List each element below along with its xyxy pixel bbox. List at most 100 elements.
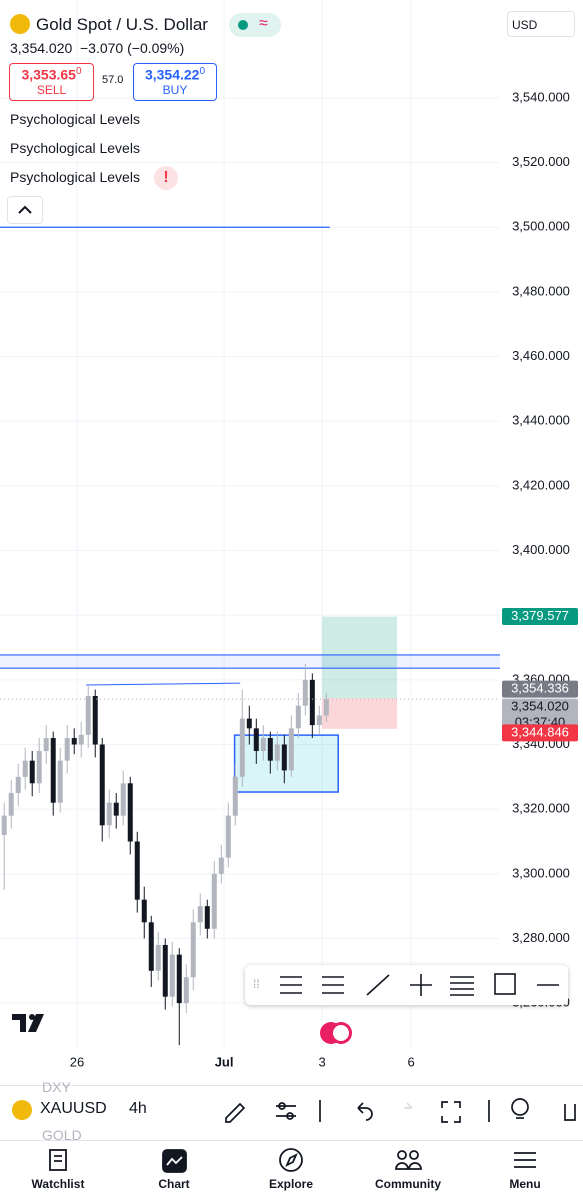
- bottom-toolbar: DXY XAUUSD 4h GOLD: [0, 1079, 583, 1143]
- candle-body: [260, 738, 266, 751]
- nav-item[interactable]: Community: [375, 1177, 441, 1191]
- y-tick-label: 3,440.000: [512, 413, 570, 428]
- target-zone: [322, 616, 398, 699]
- candle-body: [64, 738, 70, 761]
- candle-body: [309, 679, 315, 726]
- candle-body: [85, 696, 91, 735]
- spread: 57.0: [102, 74, 124, 86]
- nav-item[interactable]: Explore: [268, 1177, 313, 1191]
- candle-body: [281, 744, 287, 771]
- candle-body: [120, 783, 126, 816]
- nav-item[interactable]: Menu: [509, 1177, 541, 1191]
- y-tick-label: 3,500.000: [512, 219, 570, 234]
- candle-body: [148, 922, 154, 971]
- sell-price: 3,353.65: [21, 66, 76, 83]
- svg-text:⁞⁞: ⁞⁞: [253, 977, 260, 991]
- price-label: 3,354.336: [511, 681, 569, 696]
- candle-body: [274, 744, 280, 761]
- y-tick-label: 3,480.000: [512, 283, 570, 298]
- y-tick-label: 3,280.000: [512, 930, 570, 945]
- x-tick-label: 26: [70, 1054, 84, 1069]
- candle-body: [204, 906, 210, 929]
- candle-body: [99, 744, 105, 826]
- indicator-label[interactable]: Psychological Levels: [10, 169, 140, 185]
- candle-body: [36, 750, 42, 784]
- symbol-icon: [10, 14, 30, 34]
- candle-body: [50, 738, 56, 803]
- buy-price: 3,354.22: [144, 66, 200, 83]
- candle-body: [134, 841, 140, 900]
- candle-body: [78, 734, 84, 745]
- y-tick-label: 3,540.000: [512, 89, 570, 104]
- y-tick-label: 3,300.000: [512, 865, 570, 880]
- last-price: 3,354.020: [10, 40, 73, 56]
- price-label-bg: [502, 680, 578, 698]
- candle-body: [29, 760, 35, 784]
- candle-body: [253, 728, 259, 751]
- candle-body: [169, 954, 175, 997]
- prev-symbol[interactable]: DXY: [42, 1079, 71, 1095]
- candle-body: [288, 728, 294, 771]
- candle-body: [246, 718, 252, 729]
- next-symbol[interactable]: GOLD: [42, 1127, 82, 1143]
- candle-body: [211, 873, 217, 929]
- sell-button[interactable]: 3,353.650 SELL: [9, 63, 94, 101]
- indicator-label[interactable]: Psychological Levels: [10, 111, 140, 127]
- candle-body: [162, 944, 168, 997]
- zone-band: [0, 654, 500, 669]
- stop-zone: [322, 698, 398, 729]
- interval[interactable]: 4h: [129, 1100, 147, 1117]
- candle-body: [239, 718, 245, 777]
- price-label: 3,379.577: [511, 608, 569, 623]
- candle-body: [8, 792, 14, 816]
- price-label-bg: [502, 698, 578, 733]
- candle-body: [71, 738, 77, 745]
- candle-body: [232, 776, 238, 816]
- nav-item[interactable]: Chart: [158, 1177, 190, 1191]
- drawing-toolbar: ⁞⁞: [245, 965, 568, 1005]
- candle-body: [225, 815, 231, 858]
- buy-label: BUY: [162, 82, 188, 97]
- x-tick-label: Jul: [215, 1054, 234, 1069]
- candle-body: [57, 760, 63, 803]
- sell-label: SELL: [36, 82, 67, 97]
- currency-select[interactable]: USD: [507, 11, 575, 37]
- candle-body: [302, 679, 308, 706]
- buy-button[interactable]: 3,354.220 BUY: [133, 63, 217, 101]
- symbol[interactable]: XAUUSD: [40, 1100, 107, 1117]
- indicator-label[interactable]: Psychological Levels: [10, 140, 140, 156]
- y-tick-label: 3,460.000: [512, 348, 570, 363]
- candle-body: [267, 738, 273, 761]
- candle-body: [218, 857, 224, 874]
- y-tick-label: 3,520.000: [512, 154, 570, 169]
- price-label: 3,344.846: [511, 724, 569, 739]
- candle-body: [176, 954, 182, 1004]
- x-tick-label: 6: [407, 1054, 414, 1069]
- y-tick-label: 3,400.000: [512, 542, 570, 557]
- sell-digit: 0: [75, 66, 82, 77]
- candle-body: [323, 699, 329, 716]
- y-tick-label: 3,420.000: [512, 477, 570, 492]
- event-flags[interactable]: [318, 1020, 362, 1046]
- status-badge[interactable]: ≈: [229, 13, 281, 37]
- collapse-button[interactable]: [7, 196, 43, 224]
- nav-item[interactable]: Watchlist: [31, 1177, 85, 1191]
- candle-body: [141, 899, 147, 923]
- candle-body: [183, 977, 189, 1004]
- price-scale: [500, 0, 583, 1085]
- buy-digit: 0: [199, 66, 206, 77]
- candle-body: [22, 760, 28, 777]
- candle-body: [1, 815, 7, 836]
- x-tick-label: 3: [319, 1054, 326, 1069]
- y-tick-label: 3,320.000: [512, 801, 570, 816]
- candle-body: [197, 906, 203, 923]
- candle-body: [155, 944, 161, 971]
- candle-body: [106, 802, 112, 826]
- candle-body: [15, 776, 21, 793]
- tv-logo: [12, 1014, 44, 1032]
- warning-icon[interactable]: !: [154, 166, 178, 190]
- nav-bar: [0, 1140, 583, 1201]
- candle-body: [43, 738, 49, 751]
- price-label-bg: [502, 608, 578, 626]
